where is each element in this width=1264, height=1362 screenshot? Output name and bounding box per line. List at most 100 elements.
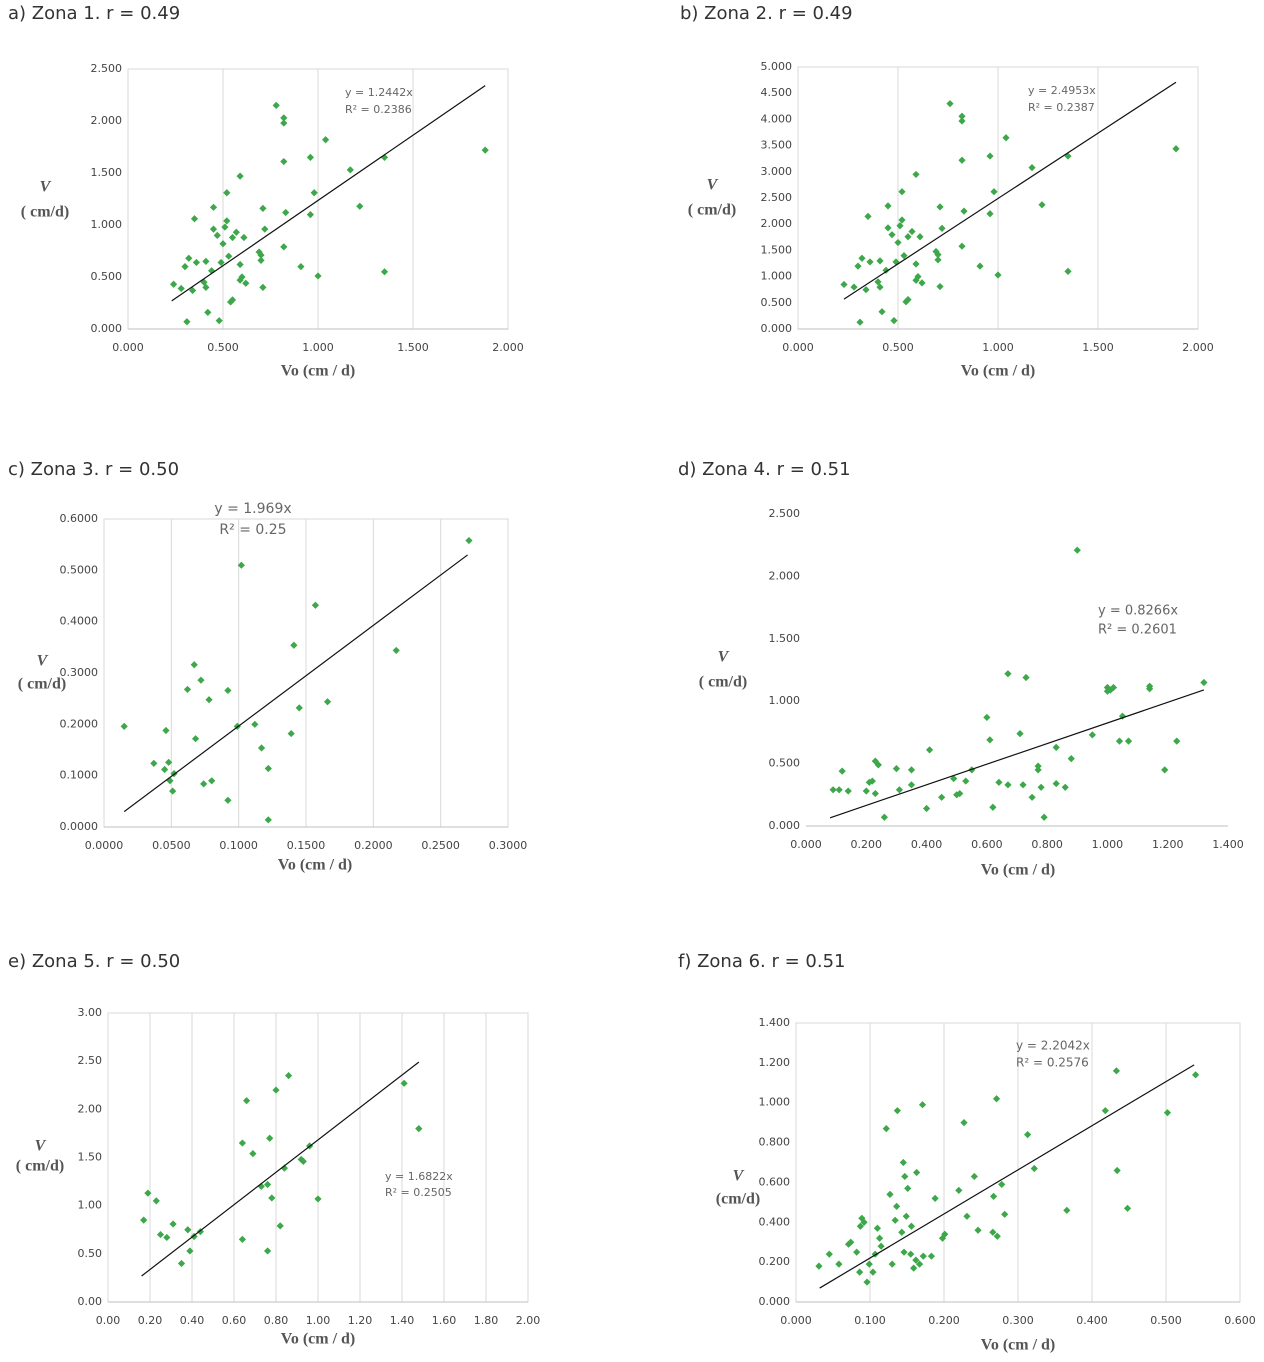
y-tick-label: 0.500 [761, 296, 793, 309]
data-point [261, 225, 269, 233]
data-point [874, 278, 882, 286]
data-point [871, 757, 879, 765]
data-point [282, 208, 290, 217]
x-tick-label: 0.600 [1224, 1314, 1256, 1327]
data-point [922, 804, 931, 813]
data-point [907, 1250, 915, 1258]
data-point [898, 188, 906, 196]
data-point [1163, 1109, 1172, 1117]
y-tick-label: 0.50 [78, 1247, 103, 1260]
data-point [243, 1097, 251, 1105]
x-tick-label: 0.500 [882, 341, 914, 354]
data-point [197, 676, 205, 684]
data-point [986, 152, 994, 160]
data-point [224, 796, 232, 804]
x-tick-label: 1.00 [306, 1314, 331, 1327]
data-point [956, 789, 964, 798]
data-point [227, 298, 235, 306]
y-tick-label: 4.000 [761, 112, 793, 125]
x-tick-label: 0.80 [264, 1314, 289, 1327]
data-point [946, 100, 954, 108]
data-point [890, 317, 898, 325]
data-point [161, 765, 169, 774]
data-point [847, 1238, 855, 1246]
data-point [251, 720, 259, 728]
data-point [192, 258, 200, 267]
data-point [1028, 793, 1036, 801]
x-tick-label: 1.40 [390, 1314, 415, 1327]
y-tick-label: 0.500 [769, 757, 801, 770]
data-point [219, 240, 227, 248]
data-point [853, 1248, 861, 1256]
data-point [995, 778, 1003, 786]
y-tick-label: 1.00 [78, 1199, 103, 1212]
data-point [1004, 781, 1012, 789]
y-axis-label: V [40, 179, 52, 196]
data-point [257, 744, 266, 752]
y-tick-label: 3.00 [78, 1006, 103, 1019]
data-point [1016, 730, 1024, 738]
data-point [169, 787, 177, 795]
data-point [183, 318, 191, 326]
y-tick-label: 1.50 [78, 1151, 103, 1164]
data-point [257, 256, 265, 264]
data-point [183, 685, 192, 694]
y-axis-label: V [37, 653, 49, 670]
data-point [990, 188, 998, 196]
data-point [878, 308, 886, 316]
data-point [295, 704, 303, 712]
y-tick-label: 0.00 [78, 1295, 103, 1308]
data-point [900, 252, 908, 260]
data-point [865, 1260, 873, 1268]
data-point [925, 746, 934, 754]
y-tick-label: 1.000 [769, 694, 801, 707]
x-tick-label: 0.800 [1031, 838, 1063, 851]
data-point [1038, 201, 1046, 209]
trend-annotation: R² = 0.2386 [345, 103, 412, 116]
data-point [209, 203, 218, 211]
data-point [958, 156, 966, 164]
data-point [864, 212, 872, 220]
x-tick-label: 0.000 [112, 341, 144, 354]
data-point [297, 263, 305, 271]
data-point [237, 561, 245, 569]
data-point [888, 231, 896, 239]
data-point [1037, 783, 1045, 791]
y-tick-label: 1.500 [91, 166, 123, 179]
data-point [238, 273, 246, 281]
data-point [1019, 781, 1027, 789]
y-tick-label: 1.000 [759, 1096, 791, 1109]
data-point [941, 1230, 949, 1238]
x-tick-label: 2.000 [1182, 341, 1214, 354]
x-tick-label: 0.100 [854, 1314, 886, 1327]
data-point [1123, 1204, 1132, 1212]
data-point [264, 764, 272, 773]
data-point [858, 254, 866, 262]
data-point [912, 260, 920, 268]
data-point [1030, 1164, 1038, 1173]
y-axis-label: ( cm/d) [688, 202, 736, 219]
data-point [380, 268, 389, 276]
data-point [1124, 737, 1133, 745]
data-point [931, 1194, 939, 1202]
y-tick-label: 2.000 [91, 114, 123, 127]
x-tick-label: 0.1000 [219, 839, 258, 852]
data-point [215, 317, 223, 325]
data-point [862, 286, 870, 294]
data-point [1115, 737, 1124, 745]
data-point [916, 233, 924, 241]
data-point [874, 761, 882, 769]
data-point [481, 146, 489, 154]
data-point [899, 1158, 907, 1167]
y-tick-label: 2.00 [78, 1102, 103, 1115]
y-tick-label: 0.0000 [60, 820, 99, 833]
data-point [163, 1233, 171, 1242]
data-point [272, 101, 280, 109]
data-point [854, 262, 862, 270]
data-point [177, 284, 185, 293]
data-point [844, 787, 852, 795]
data-point [869, 1268, 877, 1276]
y-tick-label: 1.000 [761, 270, 793, 283]
x-tick-label: 1.500 [397, 341, 429, 354]
